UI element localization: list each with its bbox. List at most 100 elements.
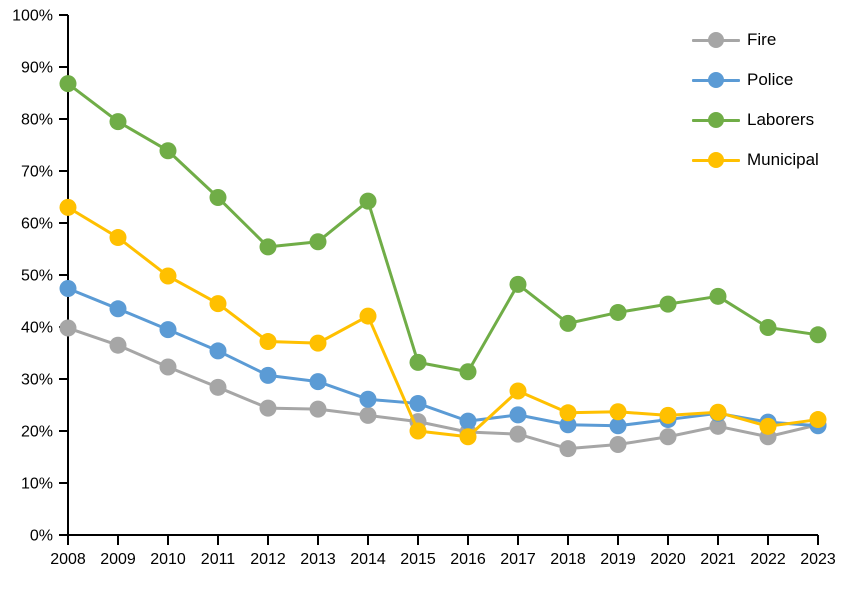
legend-item-police: Police [692,60,819,100]
data-point-fire [509,425,527,443]
data-point-police [259,366,277,384]
legend-label: Laborers [747,110,815,129]
legend-marker-icon [692,152,740,168]
data-point-laborers [409,353,427,371]
legend-label: Municipal [747,150,819,169]
legend-label: Police [747,70,794,89]
data-point-laborers [509,275,527,293]
data-point-police [109,300,127,318]
x-axis-tick-label: 2015 [400,551,436,568]
data-point-fire [59,319,77,337]
x-axis-tick-label: 2016 [450,551,486,568]
data-point-police [559,416,577,434]
legend: Fire Police Laborers Municipal [692,20,819,180]
data-point-fire [109,336,127,354]
data-point-police [409,394,427,412]
y-axis-tick-label: 20% [21,424,53,441]
data-point-municipal [809,411,827,429]
data-point-municipal [309,334,327,352]
y-axis-tick-label: 80% [21,112,53,129]
data-point-municipal [259,333,277,351]
x-axis-tick-label: 2021 [700,551,736,568]
data-point-laborers [359,192,377,210]
series-line-police [66,287,820,428]
legend-label: Fire [747,30,777,49]
data-point-municipal [159,267,177,285]
x-axis-tick-label: 2013 [300,551,336,568]
y-axis-tick-label: 70% [21,164,53,181]
y-axis-tick-label: 10% [21,476,53,493]
data-point-laborers [709,287,727,305]
data-point-fire [709,417,727,435]
data-point-laborers [309,233,327,251]
data-point-police [609,417,627,435]
data-point-laborers [659,295,677,313]
data-point-municipal [59,198,77,216]
x-axis-tick-label: 2009 [100,551,136,568]
data-point-laborers [809,326,827,344]
y-axis-tick-label: 100% [12,8,53,25]
data-point-laborers [109,113,127,131]
data-point-police [209,342,227,360]
data-point-fire [359,406,377,424]
x-axis-tick-label: 2011 [201,551,236,568]
data-point-municipal [209,295,227,313]
data-point-municipal [509,382,527,400]
x-axis-tick-label: 2012 [250,551,286,568]
y-axis-tick-label: 60% [21,216,53,233]
data-point-municipal [409,422,427,440]
y-axis-tick-label: 30% [21,372,53,389]
legend-marker-icon [692,112,740,128]
x-axis-tick-label: 2010 [150,551,186,568]
data-point-laborers [209,189,227,207]
data-point-laborers [459,363,477,381]
x-axis-tick-label: 2017 [500,551,536,568]
x-axis-tick-label: 2023 [800,551,836,568]
x-axis-tick-label: 2020 [650,551,686,568]
data-point-laborers [759,319,777,337]
x-axis-tick-label: 2018 [550,551,586,568]
legend-item-municipal: Municipal [692,140,819,180]
data-point-police [159,321,177,339]
y-axis-tick-label: 50% [21,268,53,285]
data-point-fire [559,440,577,458]
y-axis-tick-label: 0% [30,528,53,545]
x-axis-tick-label: 2019 [600,551,636,568]
data-point-fire [309,400,327,418]
y-axis-tick-label: 40% [21,320,53,337]
legend-marker-icon [692,72,740,88]
x-axis-tick-label: 2022 [750,551,786,568]
data-point-police [509,406,527,424]
data-point-police [309,373,327,391]
data-point-police [59,280,77,298]
data-point-municipal [559,404,577,422]
data-point-fire [659,428,677,446]
legend-item-laborers: Laborers [692,100,819,140]
x-axis-tick-label: 2008 [50,551,86,568]
legend-marker-icon [692,32,740,48]
data-point-laborers [159,142,177,160]
series-line-municipal [66,205,820,439]
data-point-fire [259,399,277,417]
x-axis-tick-label: 2014 [350,551,386,568]
legend-item-fire: Fire [692,20,819,60]
data-point-municipal [759,417,777,435]
data-point-laborers [59,75,77,93]
data-point-fire [209,378,227,396]
data-point-municipal [359,307,377,325]
data-point-fire [159,358,177,376]
data-point-laborers [259,238,277,256]
data-point-laborers [609,303,627,321]
data-point-police [459,412,477,430]
series-line-laborers [66,82,820,374]
series-line-fire [66,326,820,451]
data-point-laborers [559,314,577,332]
data-point-municipal [109,229,127,247]
y-axis-tick-label: 90% [21,60,53,77]
data-point-municipal [659,406,677,424]
data-point-police [359,390,377,408]
data-point-municipal [709,403,727,421]
data-point-fire [609,436,627,454]
